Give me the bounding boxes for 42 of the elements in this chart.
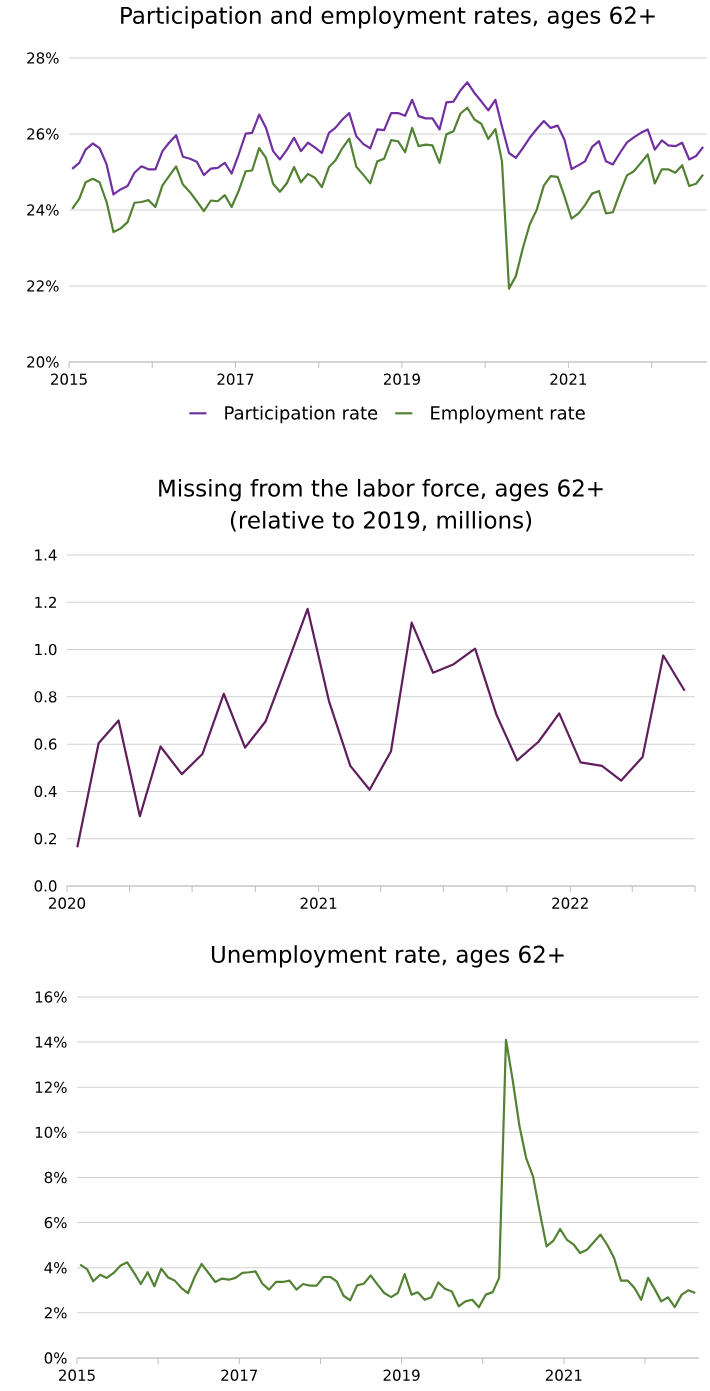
y-tick-label: 1.2: [35, 596, 56, 608]
y-tick-label: 0%: [44, 1352, 67, 1364]
x-tick-label: 2017: [221, 1369, 258, 1381]
x-tick-label: 2022: [552, 897, 588, 909]
y-tick-label: 0.2: [34, 833, 56, 845]
line-series: [76, 607, 686, 849]
y-tick-label: 2%: [44, 1307, 67, 1319]
x-tick-label: 2021: [545, 1369, 582, 1381]
y-tick-label: 16%: [35, 991, 67, 1003]
y-tick-label: 8%: [44, 1171, 67, 1184]
chart-title: Missing from the labor force, ages 62+: [159, 478, 603, 502]
y-tick-label: 24%: [27, 204, 59, 216]
y-tick-label: 28%: [27, 52, 59, 64]
y-tick-label: 0.4: [34, 785, 57, 798]
legend-label: Employment rate: [431, 405, 585, 424]
chart-subtitle: (relative to 2019, millions): [230, 510, 532, 532]
y-tick-label: 1.0: [35, 643, 57, 656]
legend-label: Participation rate: [225, 405, 378, 424]
y-tick-label: 10%: [35, 1126, 67, 1139]
chart-title: Participation and employment rates, ages 62+: [121, 6, 655, 29]
y-tick-label: 4%: [44, 1262, 67, 1274]
y-tick-label: 22%: [27, 280, 59, 292]
x-tick-label: 2021: [550, 373, 587, 385]
x-tick-label: 2020: [49, 897, 86, 909]
y-tick-label: 0.6: [34, 738, 57, 750]
line-series: [71, 106, 705, 290]
y-tick-label: 26%: [27, 128, 59, 140]
x-tick-label: 2015: [51, 373, 87, 385]
y-tick-label: 6%: [44, 1216, 67, 1229]
y-tick-label: 12%: [35, 1081, 67, 1093]
x-tick-label: 2019: [383, 373, 420, 385]
x-tick-label: 2017: [217, 373, 254, 385]
x-tick-label: 2021: [300, 897, 337, 909]
chart-title: Unemployment rate, ages 62+: [211, 945, 564, 968]
line-series: [71, 81, 705, 196]
y-tick-label: 0.8: [34, 691, 57, 703]
x-tick-label: 2015: [59, 1369, 95, 1381]
x-tick-label: 2019: [383, 1369, 420, 1381]
y-tick-label: 14%: [35, 1036, 67, 1048]
y-tick-label: 0.0: [34, 880, 57, 892]
y-tick-label: 20%: [27, 356, 59, 368]
y-tick-label: 1.4: [35, 549, 57, 561]
